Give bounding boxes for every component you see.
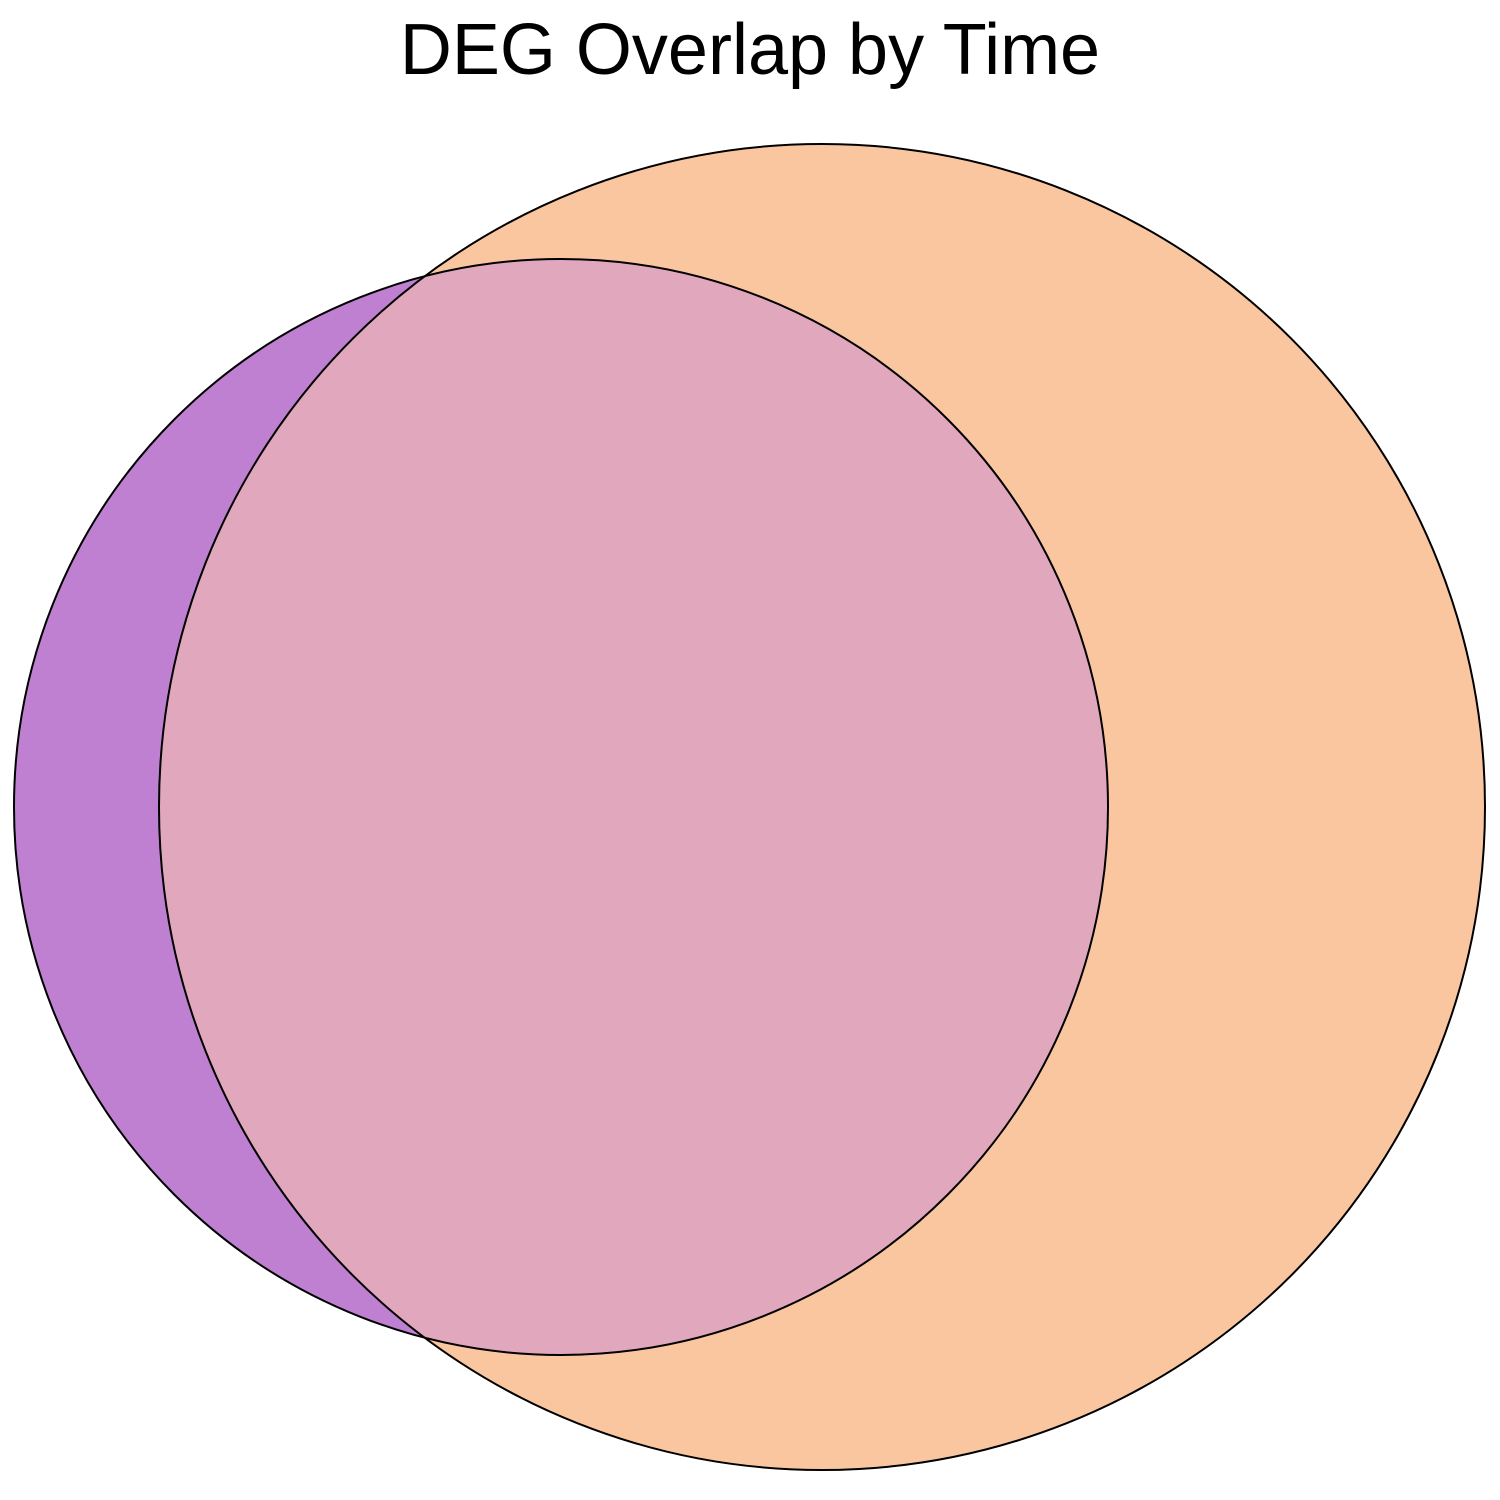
venn-intersection [159, 259, 1108, 1355]
chart-title: DEG Overlap by Time [399, 10, 1101, 90]
venn-set-a-outline [13, 258, 1109, 1356]
venn-set-b-outline [158, 143, 1486, 1471]
